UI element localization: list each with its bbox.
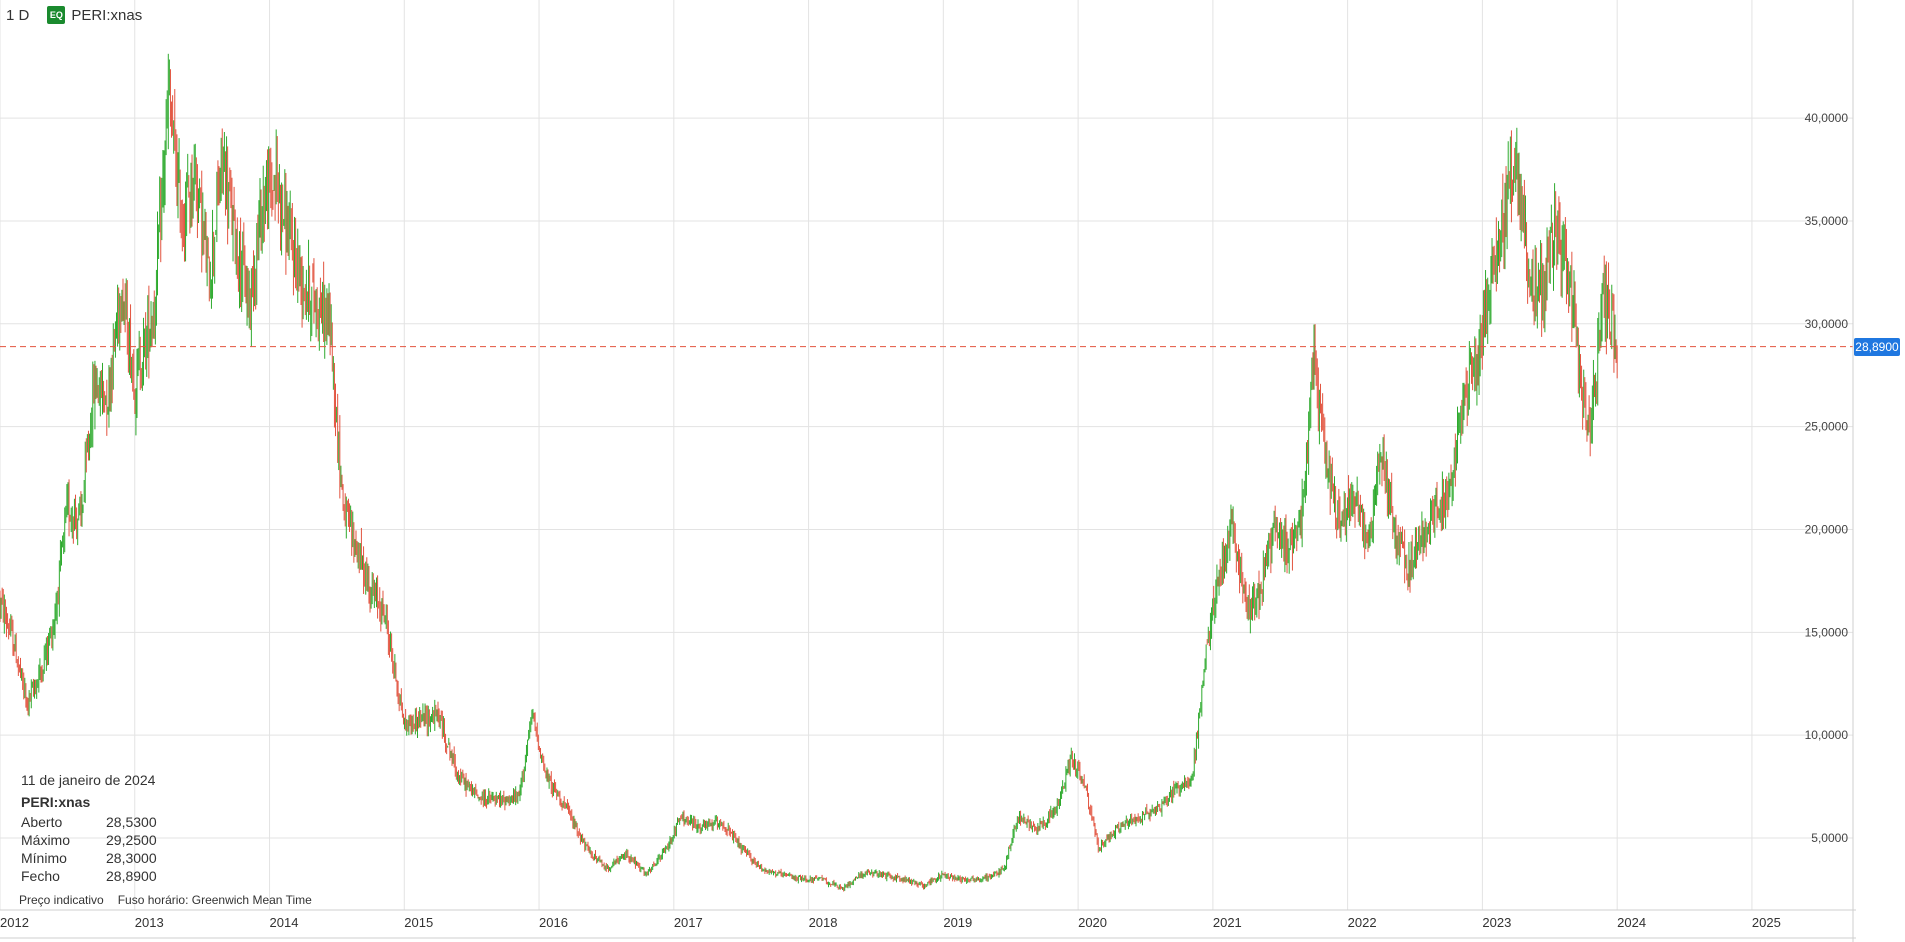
tooltip-value: 28,3000: [106, 850, 157, 866]
x-tick-label: 2018: [809, 915, 838, 930]
x-tick-label: 2013: [135, 915, 164, 930]
ohlc-tooltip: 11 de janeiro de 2024 PERI:xnas Aberto 2…: [21, 771, 157, 885]
x-axis: 2012 2013 2014 2015 2016 2017 2018 2019 2020 2021…: [0, 909, 1856, 939]
x-tick-label: 2021: [1213, 915, 1242, 930]
symbol-selector[interactable]: EQ PERI:xnas: [47, 6, 142, 24]
tooltip-label: Fecho: [21, 868, 60, 884]
x-tick-label: 2020: [1078, 915, 1107, 930]
tooltip-date: 11 de janeiro de 2024: [21, 772, 156, 788]
tooltip-row-open: Aberto 28,5300: [21, 813, 157, 831]
y-tick-label: 10,0000: [1805, 728, 1849, 742]
y-tick-label: 40,0000: [1805, 111, 1849, 125]
y-tick-label: 30,0000: [1805, 317, 1849, 331]
x-tick-label: 2017: [674, 915, 703, 930]
interval-selector[interactable]: 1 D: [6, 6, 30, 24]
chart-footer: Preço indicativo Fuso horário: Greenwich…: [19, 893, 312, 907]
tooltip-row-high: Máximo 29,2500: [21, 831, 157, 849]
tooltip-label: Máximo: [21, 832, 71, 848]
timezone-note: Fuso horário: Greenwich Mean Time: [117, 893, 312, 907]
y-axis: 5,0000 10,0000 15,0000 20,0000 25,0000 30,000…: [1805, 0, 1854, 942]
tooltip-value: 29,2500: [106, 832, 157, 848]
y-tick-label: 25,0000: [1805, 420, 1849, 434]
x-tick-label: 2024: [1617, 915, 1646, 930]
grid: [0, 0, 1853, 910]
tooltip-row-low: Mínimo 28,3000: [21, 849, 157, 867]
tooltip-symbol: PERI:xnas: [21, 794, 91, 810]
y-tick-label: 15,0000: [1805, 625, 1849, 639]
tooltip-label: Aberto: [21, 814, 63, 830]
y-tick-label: 20,0000: [1805, 522, 1849, 536]
indicative-price-note: Preço indicativo: [19, 893, 104, 907]
y-tick-label: 35,0000: [1805, 214, 1849, 228]
chart-toolbar: 1 D EQ PERI:xnas: [0, 0, 142, 30]
x-tick-label: 2015: [404, 915, 433, 930]
current-price-badge: 28,8900: [1854, 337, 1900, 356]
tooltip-value: 28,5300: [106, 814, 157, 830]
tooltip-label: Mínimo: [21, 850, 67, 866]
x-tick-label: 2025: [1752, 915, 1781, 930]
x-tick-label: 2022: [1348, 915, 1377, 930]
tooltip-row-close: Fecho 28,8900: [21, 867, 157, 885]
x-tick-label: 2023: [1482, 915, 1511, 930]
candles: [0, 53, 1618, 892]
x-tick-label: 2014: [270, 915, 299, 930]
x-tick-label: 2012: [0, 915, 29, 930]
x-tick-label: 2019: [943, 915, 972, 930]
x-tick-label: 2016: [539, 915, 568, 930]
equity-badge-icon: EQ: [47, 6, 66, 24]
tooltip-value: 28,8900: [106, 868, 157, 884]
symbol-label: PERI:xnas: [71, 6, 143, 24]
y-tick-label: 5,0000: [1811, 831, 1848, 845]
